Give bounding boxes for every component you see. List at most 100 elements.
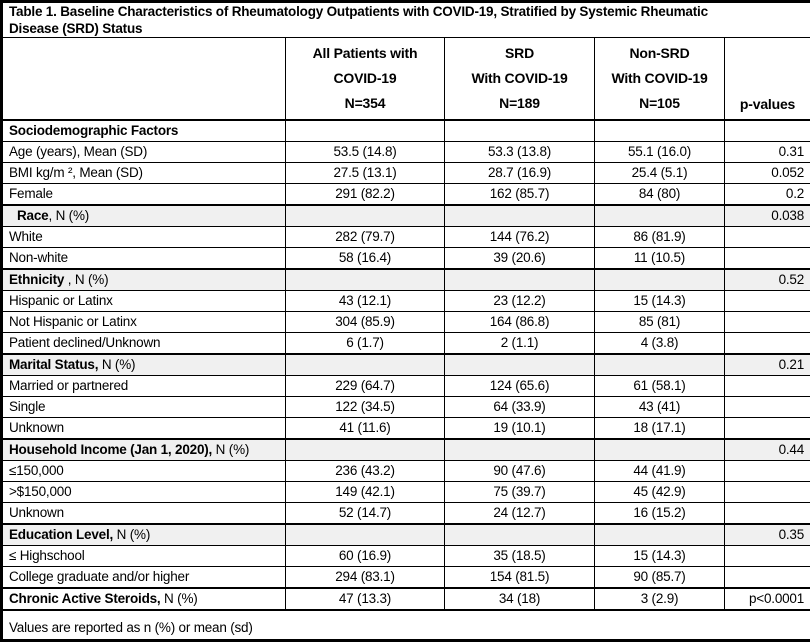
p-value-cell: 0.52 <box>725 269 810 291</box>
value-cell: 43 (12.1) <box>286 291 445 312</box>
value-cell <box>286 269 445 291</box>
value-cell <box>286 524 445 546</box>
value-cell: 27.5 (13.1) <box>286 163 445 184</box>
value-cell: 4 (3.8) <box>595 333 725 355</box>
value-cell: 15 (14.3) <box>595 291 725 312</box>
p-value-cell <box>725 397 810 418</box>
value-cell <box>595 439 725 461</box>
row-label: Not Hispanic or Latinx <box>2 312 286 333</box>
row-label: >$150,000 <box>2 482 286 503</box>
column-header-line: COVID-19 <box>292 66 438 91</box>
row-label: Marital Status, N (%) <box>2 354 286 376</box>
value-cell: 2 (1.1) <box>445 333 595 355</box>
value-cell <box>445 269 595 291</box>
row-label: Female <box>2 184 286 206</box>
value-cell: 154 (81.5) <box>445 567 595 589</box>
row-label-bold-text: Chronic Active Steroids, <box>9 591 161 606</box>
value-cell: 11 (10.5) <box>595 248 725 270</box>
row-label: Married or partnered <box>2 376 286 397</box>
row-label-header-cell <box>2 38 286 121</box>
value-cell: 43 (41) <box>595 397 725 418</box>
value-cell: 45 (42.9) <box>595 482 725 503</box>
value-cell: 34 (18) <box>445 588 595 610</box>
row-label-bold-text: Household Income (Jan 1, 2020), <box>9 442 212 457</box>
column-header-line: With COVID-19 <box>601 66 718 91</box>
row-label: Unknown <box>2 418 286 440</box>
value-cell: 61 (58.1) <box>595 376 725 397</box>
value-cell: 53.5 (14.8) <box>286 142 445 163</box>
p-value-cell <box>725 482 810 503</box>
p-value-cell: 0.44 <box>725 439 810 461</box>
value-cell <box>286 205 445 227</box>
row-label: Patient declined/Unknown <box>2 333 286 355</box>
row-label: Single <box>2 397 286 418</box>
value-cell: 19 (10.1) <box>445 418 595 440</box>
row-label-bold-text: Ethnicity <box>9 272 64 287</box>
section-row: Chronic Active Steroids, N (%)47 (13.3)3… <box>2 588 810 610</box>
section-row: Marital Status, N (%) 0.21 <box>2 354 810 376</box>
value-cell: 75 (39.7) <box>445 482 595 503</box>
value-cell: 124 (65.6) <box>445 376 595 397</box>
value-cell <box>445 120 595 142</box>
value-cell: 304 (85.9) <box>286 312 445 333</box>
p-value-cell: 0.21 <box>725 354 810 376</box>
row-label: Ethnicity , N (%) <box>2 269 286 291</box>
footnote: Values are reported as n (%) or mean (sd… <box>2 610 810 641</box>
row-label: ≤ Highschool <box>2 546 286 567</box>
p-value-cell <box>725 312 810 333</box>
data-row: BMI kg/m ², Mean (SD)27.5 (13.1)28.7 (16… <box>2 163 810 184</box>
value-cell <box>445 524 595 546</box>
value-cell: 24 (12.7) <box>445 503 595 525</box>
p-value-cell <box>725 376 810 397</box>
value-cell: 35 (18.5) <box>445 546 595 567</box>
value-cell <box>595 120 725 142</box>
value-cell: 122 (34.5) <box>286 397 445 418</box>
value-cell: 64 (33.9) <box>445 397 595 418</box>
column-header-p-values: p-values <box>725 38 810 121</box>
value-cell: 39 (20.6) <box>445 248 595 270</box>
column-header-line: N=189 <box>451 91 588 116</box>
p-value-cell <box>725 546 810 567</box>
value-cell: 44 (41.9) <box>595 461 725 482</box>
p-value-cell <box>725 120 810 142</box>
value-cell: 52 (14.7) <box>286 503 445 525</box>
p-value-cell: 0.038 <box>725 205 810 227</box>
p-value-cell <box>725 461 810 482</box>
row-label: Household Income (Jan 1, 2020), N (%) <box>2 439 286 461</box>
row-label: ≤150,000 <box>2 461 286 482</box>
value-cell <box>445 439 595 461</box>
value-cell: 16 (15.2) <box>595 503 725 525</box>
section-row: Ethnicity , N (%) 0.52 <box>2 269 810 291</box>
column-header-line: With COVID-19 <box>451 66 588 91</box>
data-row: Age (years), Mean (SD)53.5 (14.8)53.3 (1… <box>2 142 810 163</box>
value-cell <box>595 269 725 291</box>
row-label: BMI kg/m ², Mean (SD) <box>2 163 286 184</box>
column-header-line: All Patients with <box>292 41 438 66</box>
value-cell <box>286 439 445 461</box>
value-cell: 291 (82.2) <box>286 184 445 206</box>
table-head: Table 1. Baseline Characteristics of Rhe… <box>2 2 810 121</box>
table-title-line-1: Table 1. Baseline Characteristics of Rhe… <box>9 3 804 20</box>
row-label: Non-white <box>2 248 286 270</box>
p-value-cell: p<0.0001 <box>725 588 810 610</box>
row-label-bold-text: Marital Status, <box>9 357 98 372</box>
value-cell: 236 (43.2) <box>286 461 445 482</box>
p-value-cell <box>725 248 810 270</box>
row-label: Education Level, N (%) <box>2 524 286 546</box>
value-cell: 47 (13.3) <box>286 588 445 610</box>
row-label-bold-text: Race <box>17 208 48 223</box>
p-value-cell <box>725 567 810 589</box>
p-value-cell <box>725 503 810 525</box>
row-label-bold-text: Sociodemographic Factors <box>9 123 178 138</box>
value-cell: 144 (76.2) <box>445 227 595 248</box>
row-label: Race, N (%) <box>2 205 286 227</box>
